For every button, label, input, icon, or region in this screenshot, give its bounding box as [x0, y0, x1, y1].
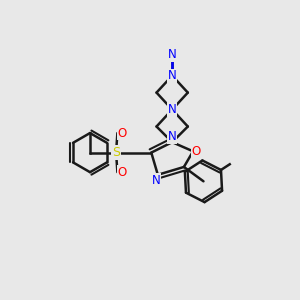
- Text: N: N: [152, 174, 161, 187]
- Text: N: N: [168, 130, 176, 143]
- Text: O: O: [118, 127, 127, 140]
- Text: O: O: [118, 166, 127, 179]
- Text: N: N: [168, 69, 176, 82]
- Text: S: S: [112, 146, 120, 159]
- Text: N: N: [168, 103, 176, 116]
- Text: O: O: [191, 145, 201, 158]
- Text: N: N: [168, 48, 176, 61]
